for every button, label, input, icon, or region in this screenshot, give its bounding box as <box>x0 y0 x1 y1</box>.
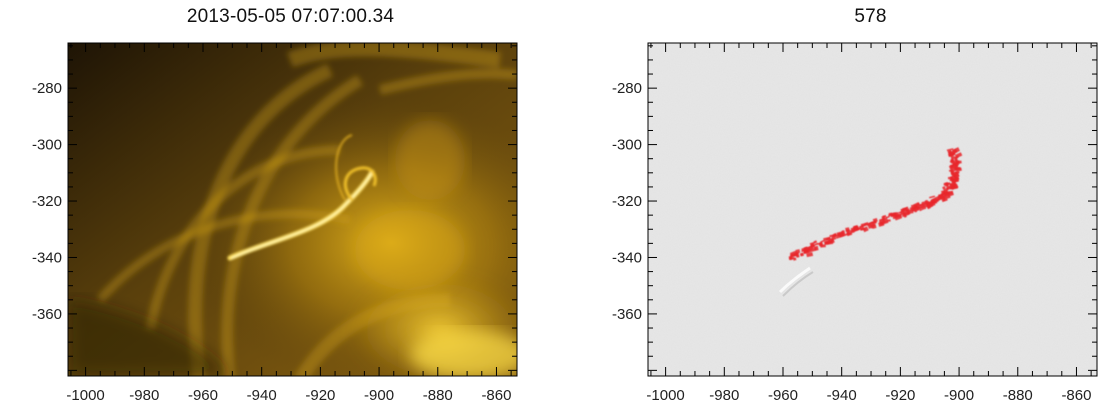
y-tick-label: -300 <box>32 137 62 154</box>
overlay-fragment <box>942 186 946 190</box>
overlay-fragment <box>952 183 957 187</box>
x-tick-label: -900 <box>364 387 394 404</box>
overlay-fragment <box>934 199 939 203</box>
x-tick-label: -860 <box>1061 387 1091 404</box>
overlay-fragment <box>954 152 963 159</box>
overlay-fragment <box>862 226 869 233</box>
overlay-fragment <box>942 197 946 202</box>
x-tick-label: -1000 <box>66 387 104 404</box>
x-tick-label: -880 <box>423 387 453 404</box>
overlay-fragment <box>950 159 955 163</box>
overlay-fragment <box>928 195 936 199</box>
overlay-fragment <box>823 240 831 245</box>
x-tick-label: -960 <box>188 387 218 404</box>
x-tick-label: -940 <box>827 387 857 404</box>
y-tick-label: -360 <box>32 306 62 323</box>
y-tick-label: -320 <box>32 193 62 210</box>
red-contour-overlay <box>788 147 963 261</box>
overlay-fragment <box>908 209 914 214</box>
difference-image <box>648 43 1097 376</box>
overlay-fragment <box>792 257 797 261</box>
overlay-fragment <box>952 156 956 160</box>
overlay-fragment <box>809 241 816 245</box>
x-tick-label: -880 <box>1003 387 1033 404</box>
overlay-fragment <box>879 221 883 226</box>
x-tick-label: -920 <box>305 387 335 404</box>
overlay-fragment <box>860 227 866 231</box>
x-tick-label: -980 <box>709 387 739 404</box>
overlay-fragment <box>894 214 903 221</box>
overlay-fragment <box>946 191 954 197</box>
y-tick-label: -280 <box>32 80 62 97</box>
y-tick-label: -280 <box>612 80 642 97</box>
x-tick-label: -960 <box>768 387 798 404</box>
overlay-fragment <box>954 158 958 162</box>
overlay-fragment <box>950 154 954 157</box>
left-axes: -1000 -980 -960 -940 -920 -900 -880 -860 -280 -30… <box>32 43 517 404</box>
y-tick-label: -340 <box>612 249 642 266</box>
y-tick-label: -300 <box>612 137 642 154</box>
overlay-fragment <box>946 148 954 152</box>
solar-image <box>68 43 517 376</box>
overlay-fragment <box>949 181 957 187</box>
overlay-fragment <box>903 214 907 218</box>
overlay-fragment <box>814 245 819 251</box>
overlay-fragment <box>810 244 815 248</box>
overlay-fragment <box>835 236 839 239</box>
overlay-fragment <box>806 252 814 258</box>
right-image-panel: 578 -1000 -980 -960 -940 -920 -900 -880 -860 -28… <box>555 0 1110 414</box>
overlay-fragment <box>799 253 804 257</box>
overlay-fragment <box>887 219 891 222</box>
overlay-fragment <box>953 148 958 154</box>
overlay-fragment <box>813 240 818 244</box>
overlay-fragment <box>952 171 959 177</box>
y-tick-label: -320 <box>612 193 642 210</box>
overlay-fragment <box>882 218 888 223</box>
right-plot: -1000 -980 -960 -940 -920 -900 -880 -860 -280 -30… <box>612 42 1098 404</box>
x-tick-label: -940 <box>247 387 277 404</box>
x-tick-label: -980 <box>129 387 159 404</box>
overlay-fragment <box>869 223 876 227</box>
y-tick-label: -360 <box>612 306 642 323</box>
overlay-fragment <box>914 209 918 213</box>
right-panel-title: 578 <box>854 6 887 27</box>
overlay-fragment <box>882 215 885 220</box>
overlay-fragment <box>944 193 947 197</box>
x-tick-label: -920 <box>885 387 915 404</box>
overlay-fragment <box>888 212 893 217</box>
left-panel-title: 2013-05-05 07:07:00.34 <box>186 6 395 27</box>
overlay-fragment <box>918 206 923 212</box>
x-tick-label: -860 <box>481 387 511 404</box>
y-tick-label: -340 <box>32 249 62 266</box>
left-image-panel: 2013-05-05 07:07:00.34 <box>32 6 518 404</box>
left-plot: -1000 -980 -960 -940 -920 -900 -880 -860 -280 -30… <box>32 42 518 404</box>
overlay-contour-line <box>788 150 954 259</box>
overlay-fragment <box>820 244 826 248</box>
x-tick-label: -1000 <box>646 387 684 404</box>
overlay-fragment <box>950 183 959 190</box>
right-axes: -1000 -980 -960 -940 -920 -900 -880 -860 -280 -30… <box>612 43 1097 404</box>
x-tick-label: -900 <box>944 387 974 404</box>
overlay-fragment <box>831 236 837 240</box>
overlay-fragment <box>795 249 801 254</box>
